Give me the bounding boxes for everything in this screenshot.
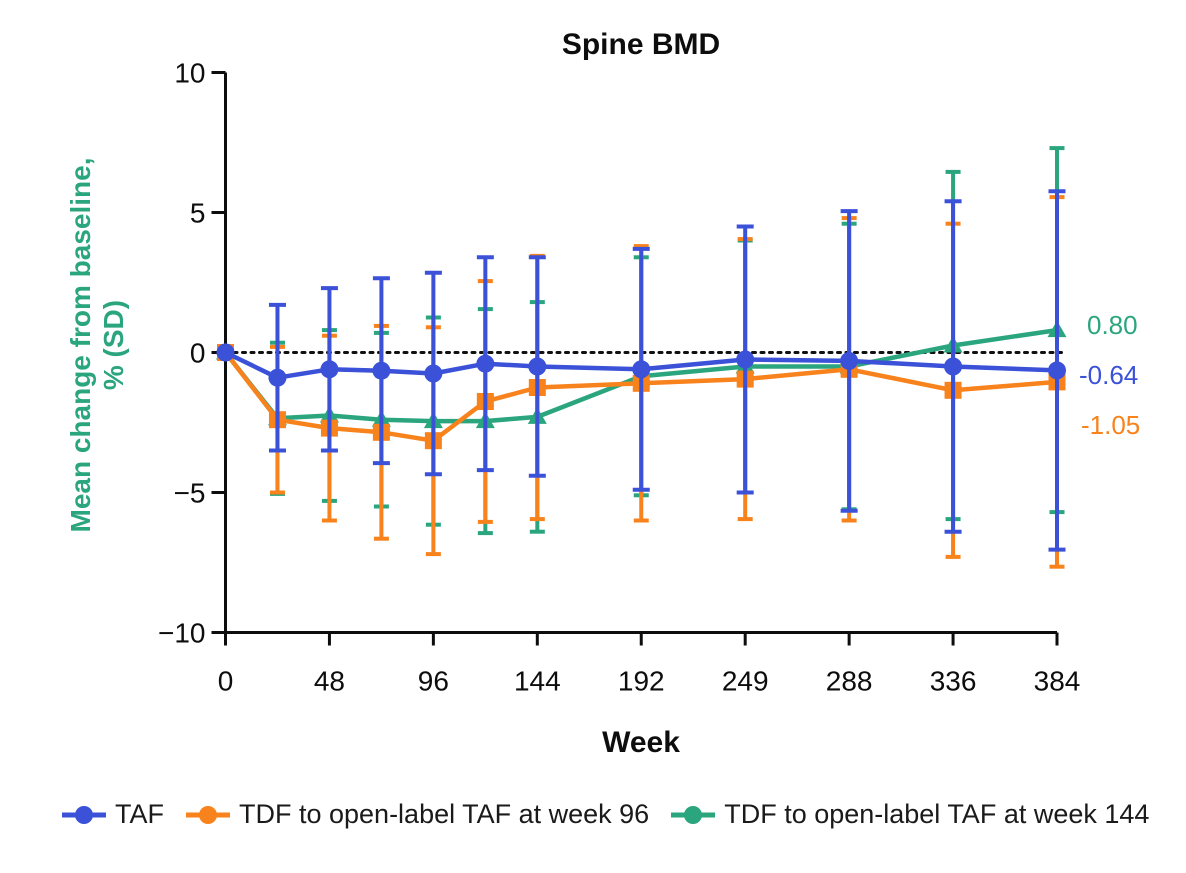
x-tick-label: 192	[618, 666, 665, 697]
x-axis-label: Week	[602, 726, 680, 759]
x-tick-label: 288	[826, 666, 873, 697]
x-tick-label: 384	[1034, 666, 1081, 697]
chart-title: Spine BMD	[561, 28, 721, 61]
legend-marker-icon	[62, 805, 106, 824]
marker-circle	[1048, 361, 1066, 380]
legend-item-1: TDF to open-label TAF at week 96	[184, 799, 649, 830]
legend-label: TDF to open-label TAF at week 96	[239, 799, 650, 829]
x-tick-label: 48	[314, 666, 345, 697]
legend-item-2: TDF to open-label TAF at week 144	[669, 799, 1149, 830]
marker-circle	[424, 364, 443, 383]
marker-circle	[632, 360, 651, 379]
marker-circle	[268, 368, 287, 387]
x-tick-label: 336	[930, 666, 977, 697]
y-tick-label: 5	[190, 198, 206, 229]
legend-label: TAF	[115, 799, 164, 829]
end-value-label-taf: -0.64	[1079, 360, 1139, 390]
legend-item-0: TAF	[60, 799, 164, 830]
series-line	[223, 350, 1060, 443]
x-tick-label: 96	[418, 666, 449, 697]
marker-circle	[528, 357, 547, 376]
x-tick-label: 144	[514, 666, 561, 697]
y-tick-label: 10	[174, 58, 205, 89]
y-tick-label: −5	[174, 478, 206, 509]
end-value-label-tdf-taf-week144: 0.80	[1087, 310, 1138, 340]
legend-marker-icon	[186, 805, 230, 824]
x-tick-label: 0	[218, 666, 234, 697]
y-tick-label: 0	[190, 338, 206, 369]
marker-circle	[840, 351, 859, 370]
marker-circle	[216, 343, 235, 362]
marker-circle	[736, 350, 755, 369]
marker-circle	[944, 357, 963, 376]
y-tick-label: −10	[158, 618, 206, 649]
legend-marker-icon	[671, 805, 716, 824]
legend: TAF TDF to open-label TAF at week 96 TDF t…	[60, 799, 1149, 830]
marker-circle	[476, 354, 495, 373]
legend-label: TDF to open-label TAF at week 144	[724, 799, 1150, 829]
marker-circle	[372, 361, 391, 380]
end-value-label-tdf-taf-week96: -1.05	[1081, 410, 1141, 440]
x-tick-label: 249	[722, 666, 769, 697]
marker-circle	[320, 360, 339, 379]
